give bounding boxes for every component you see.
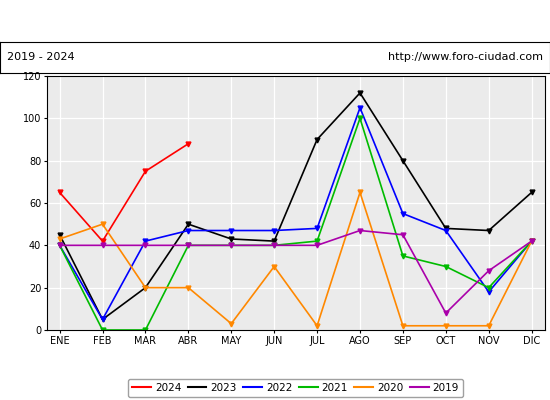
Legend: 2024, 2023, 2022, 2021, 2020, 2019: 2024, 2023, 2022, 2021, 2020, 2019 — [128, 379, 463, 397]
Text: Evolucion Nº Turistas Extranjeros en el municipio de Riudaura: Evolucion Nº Turistas Extranjeros en el … — [69, 14, 481, 28]
Text: 2019 - 2024: 2019 - 2024 — [7, 52, 74, 62]
Text: http://www.foro-ciudad.com: http://www.foro-ciudad.com — [388, 52, 543, 62]
